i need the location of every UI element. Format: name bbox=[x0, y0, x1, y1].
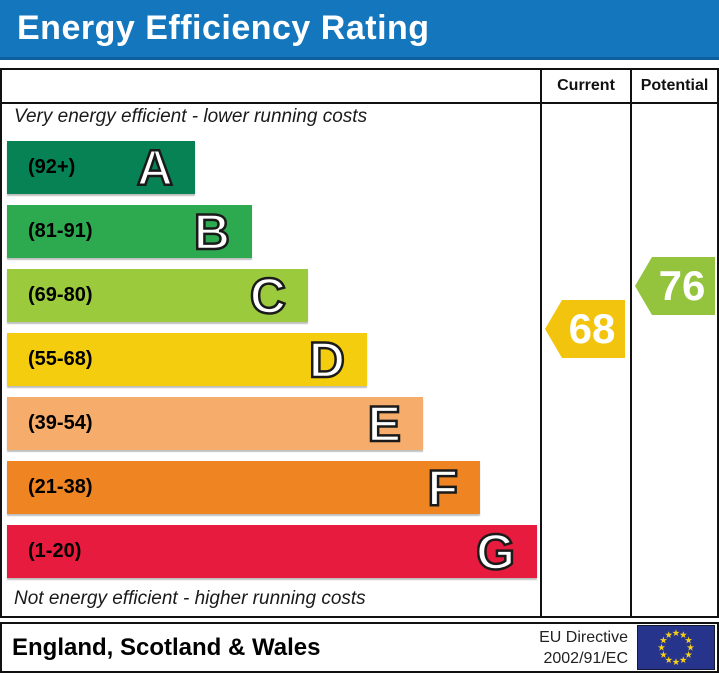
band-a: (92+) A bbox=[7, 141, 195, 194]
band-d: (55-68) D bbox=[7, 333, 367, 386]
potential-rating-marker: 76 bbox=[635, 257, 715, 315]
footer-bar: England, Scotland & Wales EU Directive 2… bbox=[0, 622, 719, 673]
band-g-letter: G bbox=[475, 523, 516, 580]
caption-not-efficient: Not energy efficient - higher running co… bbox=[14, 588, 366, 609]
band-f-letter: F bbox=[426, 459, 459, 516]
band-f-range: (21-38) bbox=[28, 476, 93, 498]
current-rating-marker: 68 bbox=[545, 300, 625, 358]
current-column-header: Current bbox=[557, 77, 615, 94]
eu-directive-line1: EU Directive bbox=[539, 628, 628, 646]
current-column-divider bbox=[540, 70, 542, 616]
potential-column-header: Potential bbox=[640, 77, 709, 94]
band-f: (21-38) F bbox=[7, 461, 480, 514]
band-b-letter: B bbox=[193, 203, 232, 260]
current-rating-value: 68 bbox=[568, 305, 616, 352]
band-g-range: (1-20) bbox=[28, 540, 82, 562]
header-divider bbox=[2, 102, 717, 104]
band-g: (1-20) G bbox=[7, 525, 537, 578]
title-bar: Energy Efficiency Rating bbox=[0, 0, 719, 60]
band-a-range: (92+) bbox=[28, 156, 76, 178]
eu-directive-label: EU Directive 2002/91/EC bbox=[539, 627, 628, 669]
potential-rating-value: 76 bbox=[658, 262, 706, 309]
rating-table: Current Potential Very energy efficient … bbox=[0, 68, 719, 618]
band-d-range: (55-68) bbox=[28, 348, 93, 370]
band-b: (81-91) B bbox=[7, 205, 252, 258]
band-e: (39-54) E bbox=[7, 397, 423, 450]
band-d-letter: D bbox=[308, 331, 347, 388]
region-label: England, Scotland & Wales bbox=[12, 633, 321, 661]
band-e-letter: E bbox=[366, 395, 402, 452]
page-title: Energy Efficiency Rating bbox=[17, 9, 430, 47]
caption-very-efficient: Very energy efficient - lower running co… bbox=[14, 106, 368, 127]
band-c-range: (69-80) bbox=[28, 284, 93, 306]
band-c: (69-80) C bbox=[7, 269, 308, 322]
band-a-letter: A bbox=[136, 139, 175, 196]
band-b-range: (81-91) bbox=[28, 220, 93, 242]
eu-directive-line2: 2002/91/EC bbox=[543, 649, 628, 667]
band-e-range: (39-54) bbox=[28, 412, 93, 434]
eu-flag-icon bbox=[637, 625, 715, 670]
band-c-letter: C bbox=[249, 267, 288, 324]
potential-column-divider bbox=[630, 70, 632, 616]
